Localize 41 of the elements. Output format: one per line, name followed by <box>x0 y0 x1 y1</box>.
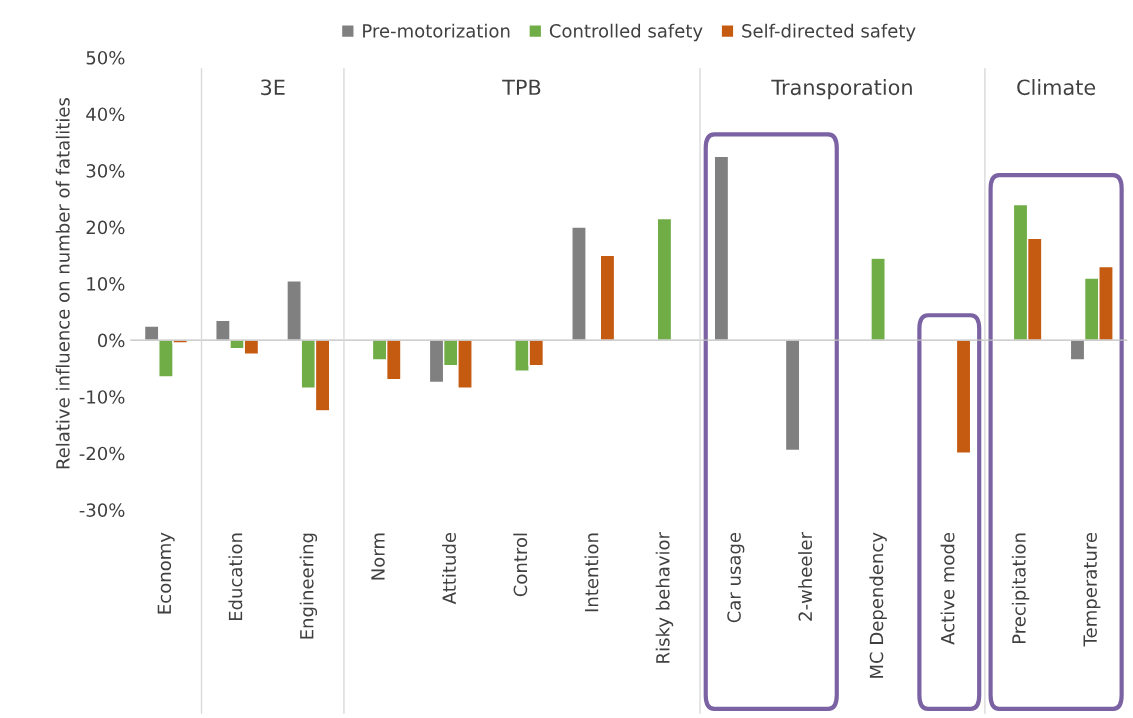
x-tick-label: Control <box>513 533 528 597</box>
annotation: TPB <box>502 79 541 95</box>
bar <box>599 254 616 341</box>
y-tick-label: 10% <box>87 277 125 291</box>
y-tick-label: -30% <box>79 503 125 517</box>
bar <box>955 339 972 454</box>
legend-label: Self-directed safety <box>742 23 916 42</box>
y-tick-label: -20% <box>79 446 125 461</box>
x-tick-label: Active mode <box>940 532 955 645</box>
annotation: Climate <box>1017 79 1096 96</box>
bar <box>571 226 587 341</box>
y-tick-label: 30% <box>86 163 125 178</box>
annotation: 3E <box>261 79 285 96</box>
x-tick-label: Precipitation <box>1011 533 1030 644</box>
annotation: Transporation <box>771 79 912 100</box>
y-tick-label: 20% <box>86 220 125 235</box>
bar <box>656 217 673 341</box>
x-tick-label: MC Dependency <box>869 532 887 678</box>
y-tick-label: 0% <box>97 333 125 348</box>
y-tick-label: 40% <box>86 107 125 122</box>
x-tick-label: Economy <box>157 532 175 614</box>
y-tick-label: -10% <box>79 390 125 404</box>
x-tick-label: Engineering <box>299 533 318 639</box>
x-tick-label: 2-wheeler <box>798 532 813 621</box>
legend-label: Pre-motorization <box>363 23 510 38</box>
x-tick-label: Intention <box>584 533 599 612</box>
bar <box>215 319 231 341</box>
x-tick-label: Norm <box>371 533 385 580</box>
x-tick-label: Car usage <box>727 532 745 623</box>
y-axis-title: Relative influence on number of fatalities <box>55 98 70 469</box>
bar <box>286 280 302 341</box>
bar <box>870 257 886 341</box>
bar <box>713 155 730 341</box>
x-tick-label: Education <box>228 533 243 621</box>
x-tick-label: Risky behavior <box>655 532 674 663</box>
x-tick-label: Attitude <box>442 532 457 605</box>
y-tick-label: 50% <box>86 50 125 65</box>
bar <box>1069 339 1086 361</box>
bar <box>784 339 801 452</box>
x-tick-label: Temperature <box>1083 532 1101 647</box>
legend-label: Controlled safety <box>549 23 703 42</box>
